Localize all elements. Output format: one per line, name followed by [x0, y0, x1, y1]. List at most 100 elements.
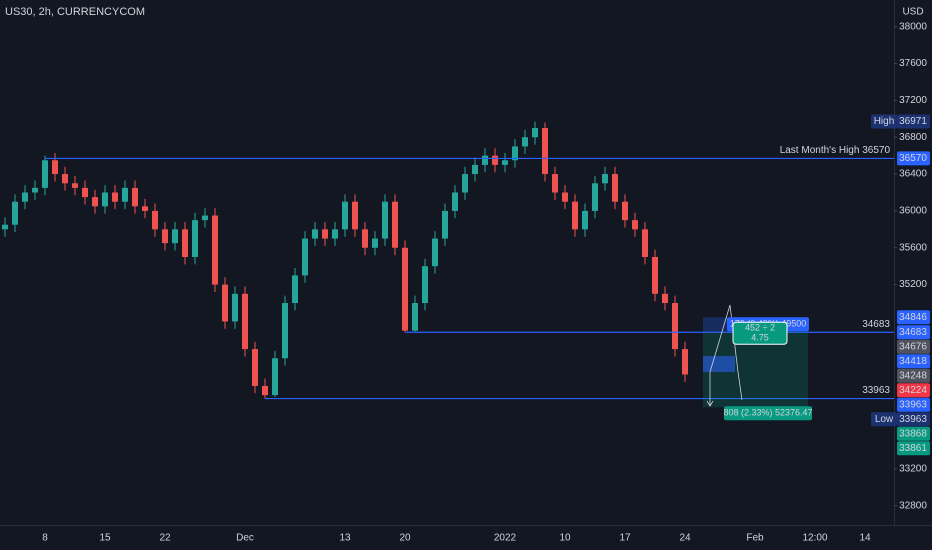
candle-body [352, 201, 358, 230]
candle-body [32, 187, 38, 193]
entry-marker [703, 356, 735, 372]
candle-body [662, 293, 668, 304]
y-tick-label: 33200 [899, 463, 927, 474]
candle-body [442, 210, 448, 239]
price-label-box [897, 397, 930, 412]
candle-body [572, 201, 578, 230]
candle-body [82, 187, 88, 198]
candle-body [72, 183, 78, 188]
price-label-box [897, 354, 930, 369]
y-tick-label: 37200 [899, 95, 927, 106]
price-label: 34224 [899, 385, 927, 396]
candle-body [552, 174, 558, 193]
y-tick-label: 36400 [899, 169, 927, 180]
price-label: 33963 [899, 399, 927, 410]
candle-body [162, 229, 168, 244]
candle-body [672, 303, 678, 350]
candle-body [172, 229, 178, 244]
candle-body [142, 206, 148, 211]
price-label: 34248 [899, 370, 927, 381]
candle-body [342, 201, 348, 230]
price-label: 33868 [899, 428, 927, 439]
candle-body [152, 210, 158, 230]
y-tick-label: 35200 [899, 279, 927, 290]
candle-body [2, 224, 8, 230]
candle-body [332, 229, 338, 239]
ratio-value: 4.75 [751, 333, 769, 343]
price-label-box [897, 310, 930, 325]
candle-body [62, 174, 68, 184]
candle-body [682, 349, 688, 375]
x-tick-label: 24 [679, 533, 691, 544]
candle-body [242, 293, 248, 350]
candle-body [92, 197, 98, 207]
candle-body [372, 238, 378, 248]
price-label: 36570 [899, 153, 927, 164]
candle-body [532, 128, 538, 138]
candle-body [602, 174, 608, 184]
candle-body [112, 192, 118, 202]
candle-body [312, 229, 318, 239]
price-label: 33963 [899, 414, 927, 425]
price-label: 34418 [899, 356, 927, 367]
y-tick-label: 32800 [899, 500, 927, 511]
y-tick-label: 36800 [899, 132, 927, 143]
candle-body [42, 160, 48, 188]
level-label: 33963 [862, 385, 890, 396]
candle-body [222, 284, 228, 322]
candle-body [322, 229, 328, 239]
price-label-box [897, 339, 930, 354]
x-tick-label: 14 [859, 533, 871, 544]
candles [2, 121, 688, 399]
candle-body [622, 201, 628, 221]
candle-body [122, 187, 128, 202]
ratio-box [732, 321, 788, 345]
price-label-box [897, 325, 930, 340]
candle-body [22, 192, 28, 202]
candle-body [512, 146, 518, 161]
x-tick-label: 22 [159, 533, 171, 544]
candle-body [192, 220, 198, 257]
candle-body [292, 275, 298, 304]
y-tick-label: 37600 [899, 58, 927, 69]
y-tick-label: 38000 [899, 21, 927, 32]
price-tag-box [871, 114, 897, 129]
price-tag-box [871, 412, 897, 427]
candle-body [12, 201, 18, 225]
arrow-head [706, 400, 714, 407]
candle-body [632, 220, 638, 230]
level-label: Last Month's High 36570 [780, 145, 891, 156]
candle-body [182, 229, 188, 257]
x-tick-label: 12:00 [802, 533, 827, 544]
candle-body [482, 155, 488, 165]
candle-body [422, 266, 428, 304]
candle-body [562, 192, 568, 202]
candle-body [202, 215, 208, 221]
price-label-box [897, 114, 930, 129]
candle-body [272, 358, 278, 396]
x-tick-label: Dec [236, 533, 254, 544]
candle-body [452, 192, 458, 211]
candle-body [302, 238, 308, 276]
level-label: 34683 [862, 319, 890, 330]
price-label: 34683 [899, 327, 927, 338]
x-tick-label: 17 [619, 533, 631, 544]
x-tick-label: 15 [99, 533, 111, 544]
candle-body [132, 187, 138, 207]
candle-body [252, 349, 258, 386]
target-label-box [724, 406, 812, 421]
overlay: Last Month's High 365703468333963170 (0.… [45, 145, 894, 421]
x-tick-label: 8 [42, 533, 48, 544]
candle-body [542, 128, 548, 175]
candle-body [432, 238, 438, 267]
price-label: 34676 [899, 341, 927, 352]
price-tag: Low [875, 414, 894, 425]
price-label-box [897, 412, 930, 427]
candle-body [472, 164, 478, 175]
candle-body [502, 160, 508, 165]
y-tick-label: 35600 [899, 242, 927, 253]
x-tick-label: 20 [399, 533, 411, 544]
x-tick-label: 2022 [494, 533, 517, 544]
